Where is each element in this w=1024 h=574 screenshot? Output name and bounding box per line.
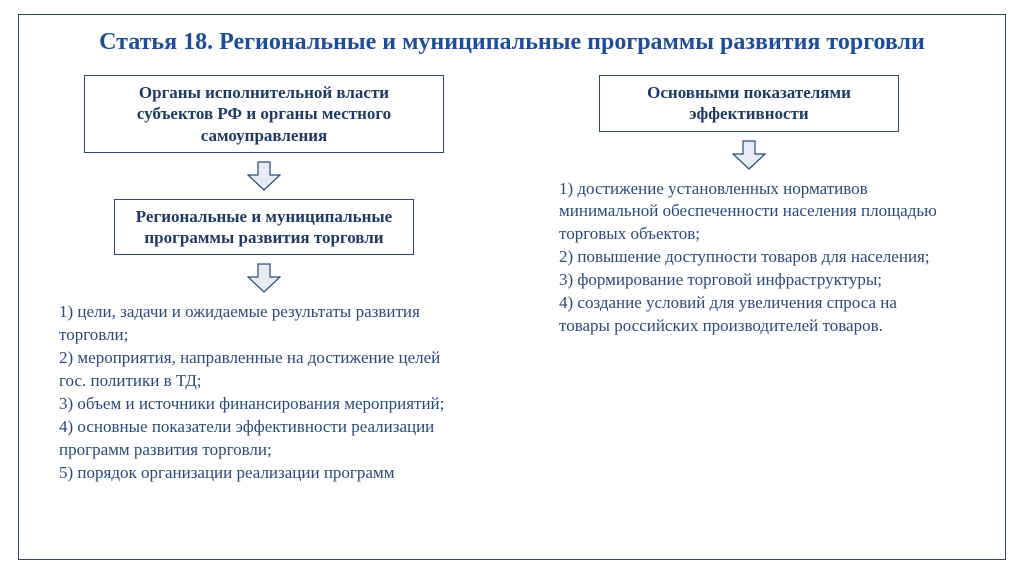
right-list-text: 1) достижение установленных нормативов м… xyxy=(559,178,939,339)
box-programs: Региональные и муниципальные программы р… xyxy=(114,199,414,256)
page-title: Статья 18. Региональные и муниципальные … xyxy=(19,15,1005,57)
left-list-text: 1) цели, задачи и ожидаемые результаты р… xyxy=(59,301,469,485)
arrow-down-icon xyxy=(247,161,281,191)
arrow-down-icon xyxy=(247,263,281,293)
columns-wrap: Органы исполнительной власти субъектов Р… xyxy=(19,57,1005,485)
box-authorities: Органы исполнительной власти субъектов Р… xyxy=(84,75,444,153)
outer-frame: Статья 18. Региональные и муниципальные … xyxy=(18,14,1006,560)
left-column: Органы исполнительной власти субъектов Р… xyxy=(59,75,469,485)
box-indicators: Основными показателями эффективности xyxy=(599,75,899,132)
right-column: Основными показателями эффективности 1) … xyxy=(559,75,939,485)
arrow-down-icon xyxy=(732,140,766,170)
